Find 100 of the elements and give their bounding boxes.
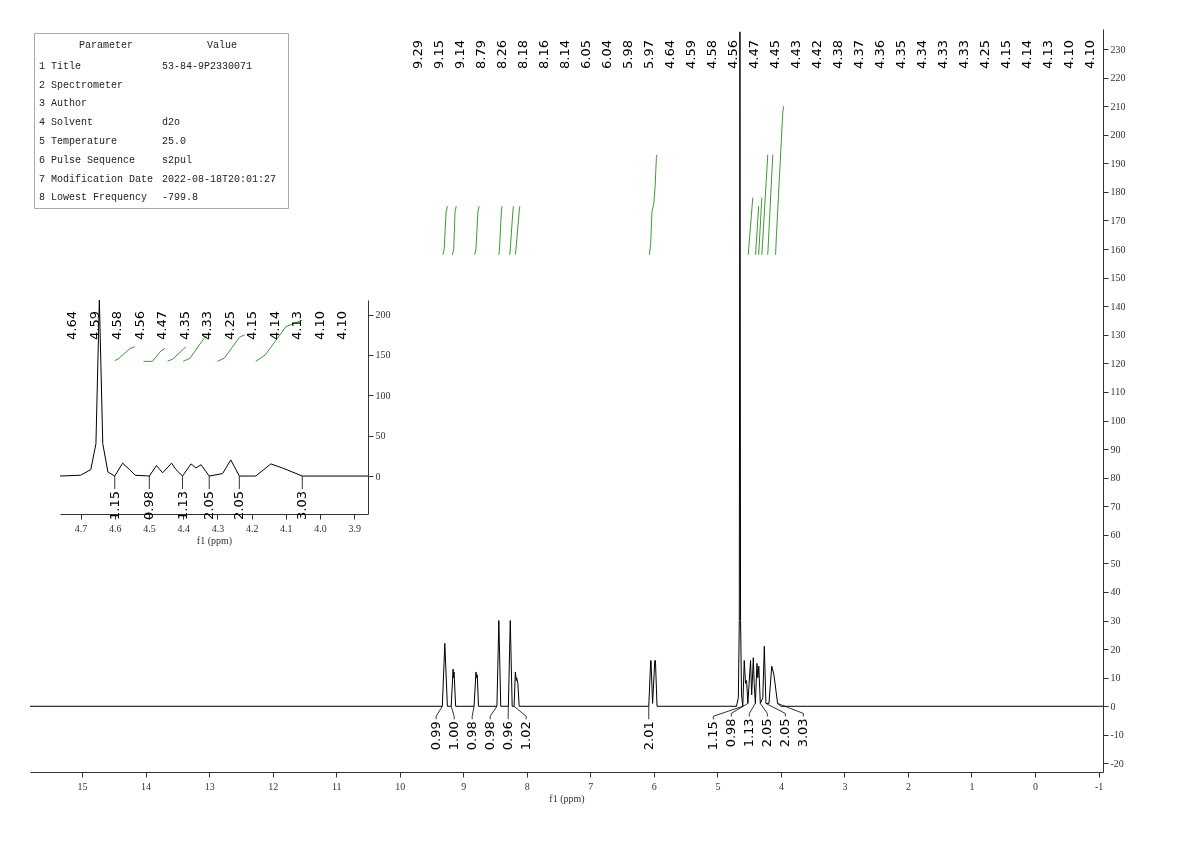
annotation: 0.98 (723, 718, 739, 748)
annotation: 8.14 (557, 40, 572, 69)
x-tick-label: 4 (778, 780, 784, 792)
y-tick-label: 0 (375, 470, 381, 482)
annotation: 8.26 (494, 40, 509, 69)
annotation: 4.34 (914, 40, 929, 69)
x-tick-label: 4.3 (211, 522, 225, 534)
x-tick-label: 4.5 (143, 522, 156, 534)
y-tick-label: 110 (1110, 386, 1126, 398)
x-tick-label: 4.4 (177, 522, 190, 534)
y-tick-label: 50 (1110, 557, 1121, 569)
y-tick-label: 100 (1110, 415, 1126, 426)
annotation: 4.13 (1040, 40, 1055, 69)
x-tick-label: 6 (651, 780, 657, 792)
annotation: 4.25 (221, 311, 237, 340)
y-tick-label: 150 (1110, 272, 1126, 284)
annotation: 4.10 (1082, 40, 1097, 69)
annotation: 1.02 (518, 721, 534, 751)
y-tick-label: 210 (1110, 100, 1126, 112)
y-tick-label: 130 (1110, 329, 1126, 341)
y-tick-label: 120 (1110, 357, 1126, 369)
y-tick-label: 20 (1110, 643, 1121, 655)
x-tick-label: 4.7 (74, 522, 88, 534)
annotation: 9.14 (452, 40, 467, 69)
x-tick-label: 1 (969, 780, 975, 792)
text: 2 Spectrometer (39, 79, 124, 91)
annotation: 2.01 (640, 721, 656, 751)
annotation: 8.18 (515, 40, 530, 69)
y-tick-label: 90 (1110, 443, 1121, 455)
y-tick-label: 200 (1110, 129, 1126, 141)
y-tick-label: 100 (375, 389, 391, 401)
text: 53-84-9P2330071 (162, 60, 253, 72)
annotation: 4.37 (851, 40, 866, 69)
text: -799.8 (162, 192, 199, 204)
annotation: 4.14 (1019, 40, 1034, 69)
y-tick-label: 140 (1110, 300, 1126, 312)
x-tick-label: 11 (331, 780, 342, 792)
x-tick-label: 0 (1033, 780, 1039, 792)
annotation: 4.64 (64, 311, 79, 340)
annotation: 2.05 (201, 491, 217, 520)
annotation: 4.45 (767, 40, 782, 69)
annotation: 8.16 (536, 40, 551, 69)
y-tick-label: -10 (1110, 729, 1124, 741)
annotation: 4.13 (289, 311, 304, 340)
text: 2022-08-18T20:01:27 (162, 173, 277, 185)
annotation: 4.47 (154, 311, 169, 340)
x-tick-label: 3 (842, 780, 848, 792)
x-tick-label: 13 (204, 780, 215, 792)
annotation: 3.03 (294, 491, 310, 520)
annotation: 4.25 (977, 40, 992, 69)
annotation: 2.05 (231, 491, 247, 520)
annotation: 4.36 (872, 40, 887, 69)
y-tick-label: 170 (1110, 214, 1126, 226)
annotation: 4.58 (704, 40, 719, 69)
annotation: 4.33 (956, 40, 971, 69)
text: 1 Title (39, 60, 82, 72)
annotation: 3.03 (795, 718, 811, 748)
text: Value (206, 40, 238, 51)
y-tick-label: 180 (1110, 186, 1126, 198)
x-axis-title: f1 (ppm) (196, 534, 233, 547)
y-tick-label: 160 (1110, 243, 1126, 255)
text: 6 Pulse Sequence (39, 154, 136, 166)
annotation: 4.10 (311, 311, 327, 340)
x-tick-label: 15 (77, 780, 88, 792)
annotation: 4.42 (809, 40, 824, 69)
text: d2o (162, 117, 181, 129)
annotation: 6.04 (599, 40, 614, 69)
x-tick-label: 4.2 (245, 522, 259, 534)
y-tick-label: 40 (1110, 586, 1121, 598)
annotation: 4.10 (334, 311, 349, 340)
annotation: 2.05 (759, 718, 775, 748)
text: 4 Solvent (39, 117, 94, 129)
annotation: 4.33 (199, 311, 214, 340)
annotation: 1.13 (174, 491, 190, 520)
annotation: 6.05 (578, 40, 593, 69)
x-tick-label: 7 (588, 780, 594, 792)
annotation: 1.00 (446, 721, 462, 751)
annotation: 4.38 (830, 40, 845, 69)
x-tick-label: 3.9 (348, 522, 362, 534)
annotation: 4.15 (998, 40, 1013, 69)
annotation: 1.15 (106, 491, 122, 520)
annotation: 5.97 (641, 40, 656, 69)
x-tick-label: 10 (395, 780, 406, 792)
annotation: 4.33 (935, 40, 950, 69)
annotation: 0.96 (500, 721, 516, 751)
y-tick-label: 220 (1110, 72, 1126, 84)
x-tick-label: 5 (715, 780, 721, 792)
annotation: 9.29 (410, 40, 425, 69)
annotation: 1.13 (741, 718, 757, 748)
annotation: 4.35 (176, 311, 192, 340)
y-tick-label: 80 (1110, 472, 1121, 484)
annotation: 4.10 (1061, 40, 1076, 69)
annotation: 0.99 (428, 721, 444, 751)
x-tick-label: 9 (461, 780, 467, 792)
x-tick-label: 12 (268, 780, 279, 792)
y-tick-label: 0 (1110, 700, 1116, 712)
annotation: 5.98 (620, 40, 635, 69)
annotation: 1.15 (705, 721, 721, 751)
annotation: 4.15 (244, 311, 259, 340)
annotation: 4.58 (109, 311, 124, 340)
